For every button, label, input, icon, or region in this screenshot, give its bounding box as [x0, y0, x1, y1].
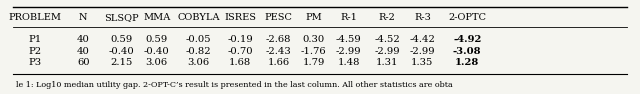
Text: -0.19: -0.19 [227, 35, 253, 44]
Text: 60: 60 [77, 58, 90, 67]
Text: 1.31: 1.31 [376, 58, 399, 67]
Text: 1.66: 1.66 [268, 58, 289, 67]
Text: -1.76: -1.76 [301, 47, 326, 56]
Text: R-3: R-3 [414, 13, 431, 22]
Text: -4.59: -4.59 [336, 35, 362, 44]
Text: 40: 40 [77, 47, 90, 56]
Text: -4.52: -4.52 [374, 35, 400, 44]
Text: le 1: Log10 median utility gap. 2-OPT-C’s result is presented in the last column: le 1: Log10 median utility gap. 2-OPT-C’… [16, 81, 452, 89]
Text: MMA: MMA [143, 13, 170, 22]
Text: 1.48: 1.48 [337, 58, 360, 67]
Text: SLSQP: SLSQP [104, 13, 139, 22]
Text: R-1: R-1 [340, 13, 357, 22]
Text: -2.68: -2.68 [266, 35, 291, 44]
Text: PM: PM [305, 13, 322, 22]
Text: 3.06: 3.06 [146, 58, 168, 67]
Text: -0.82: -0.82 [186, 47, 211, 56]
Text: N: N [79, 13, 88, 22]
Text: -2.43: -2.43 [266, 47, 291, 56]
Text: -4.42: -4.42 [410, 35, 435, 44]
Text: 2.15: 2.15 [111, 58, 132, 67]
Text: -2.99: -2.99 [336, 47, 362, 56]
Text: -4.92: -4.92 [453, 35, 481, 44]
Text: 0.59: 0.59 [111, 35, 132, 44]
Text: 1.79: 1.79 [303, 58, 324, 67]
Text: P2: P2 [29, 47, 42, 56]
Text: P3: P3 [29, 58, 42, 67]
Text: 1.28: 1.28 [455, 58, 479, 67]
Text: R-2: R-2 [379, 13, 396, 22]
Text: 1.68: 1.68 [229, 58, 251, 67]
Text: 0.59: 0.59 [146, 35, 168, 44]
Text: -2.99: -2.99 [374, 47, 400, 56]
Text: PESC: PESC [264, 13, 292, 22]
Text: 0.30: 0.30 [303, 35, 324, 44]
Text: -0.40: -0.40 [144, 47, 170, 56]
Text: -0.40: -0.40 [109, 47, 134, 56]
Text: -3.08: -3.08 [453, 47, 481, 56]
Text: PROBLEM: PROBLEM [9, 13, 61, 22]
Text: ISRES: ISRES [224, 13, 256, 22]
Text: 3.06: 3.06 [188, 58, 209, 67]
Text: -0.05: -0.05 [186, 35, 211, 44]
Text: 40: 40 [77, 35, 90, 44]
Text: P1: P1 [29, 35, 42, 44]
Text: -0.70: -0.70 [227, 47, 253, 56]
Text: COBYLA: COBYLA [177, 13, 220, 22]
Text: -2.99: -2.99 [410, 47, 435, 56]
Text: 2-OPTC: 2-OPTC [448, 13, 486, 22]
Text: 1.35: 1.35 [412, 58, 433, 67]
